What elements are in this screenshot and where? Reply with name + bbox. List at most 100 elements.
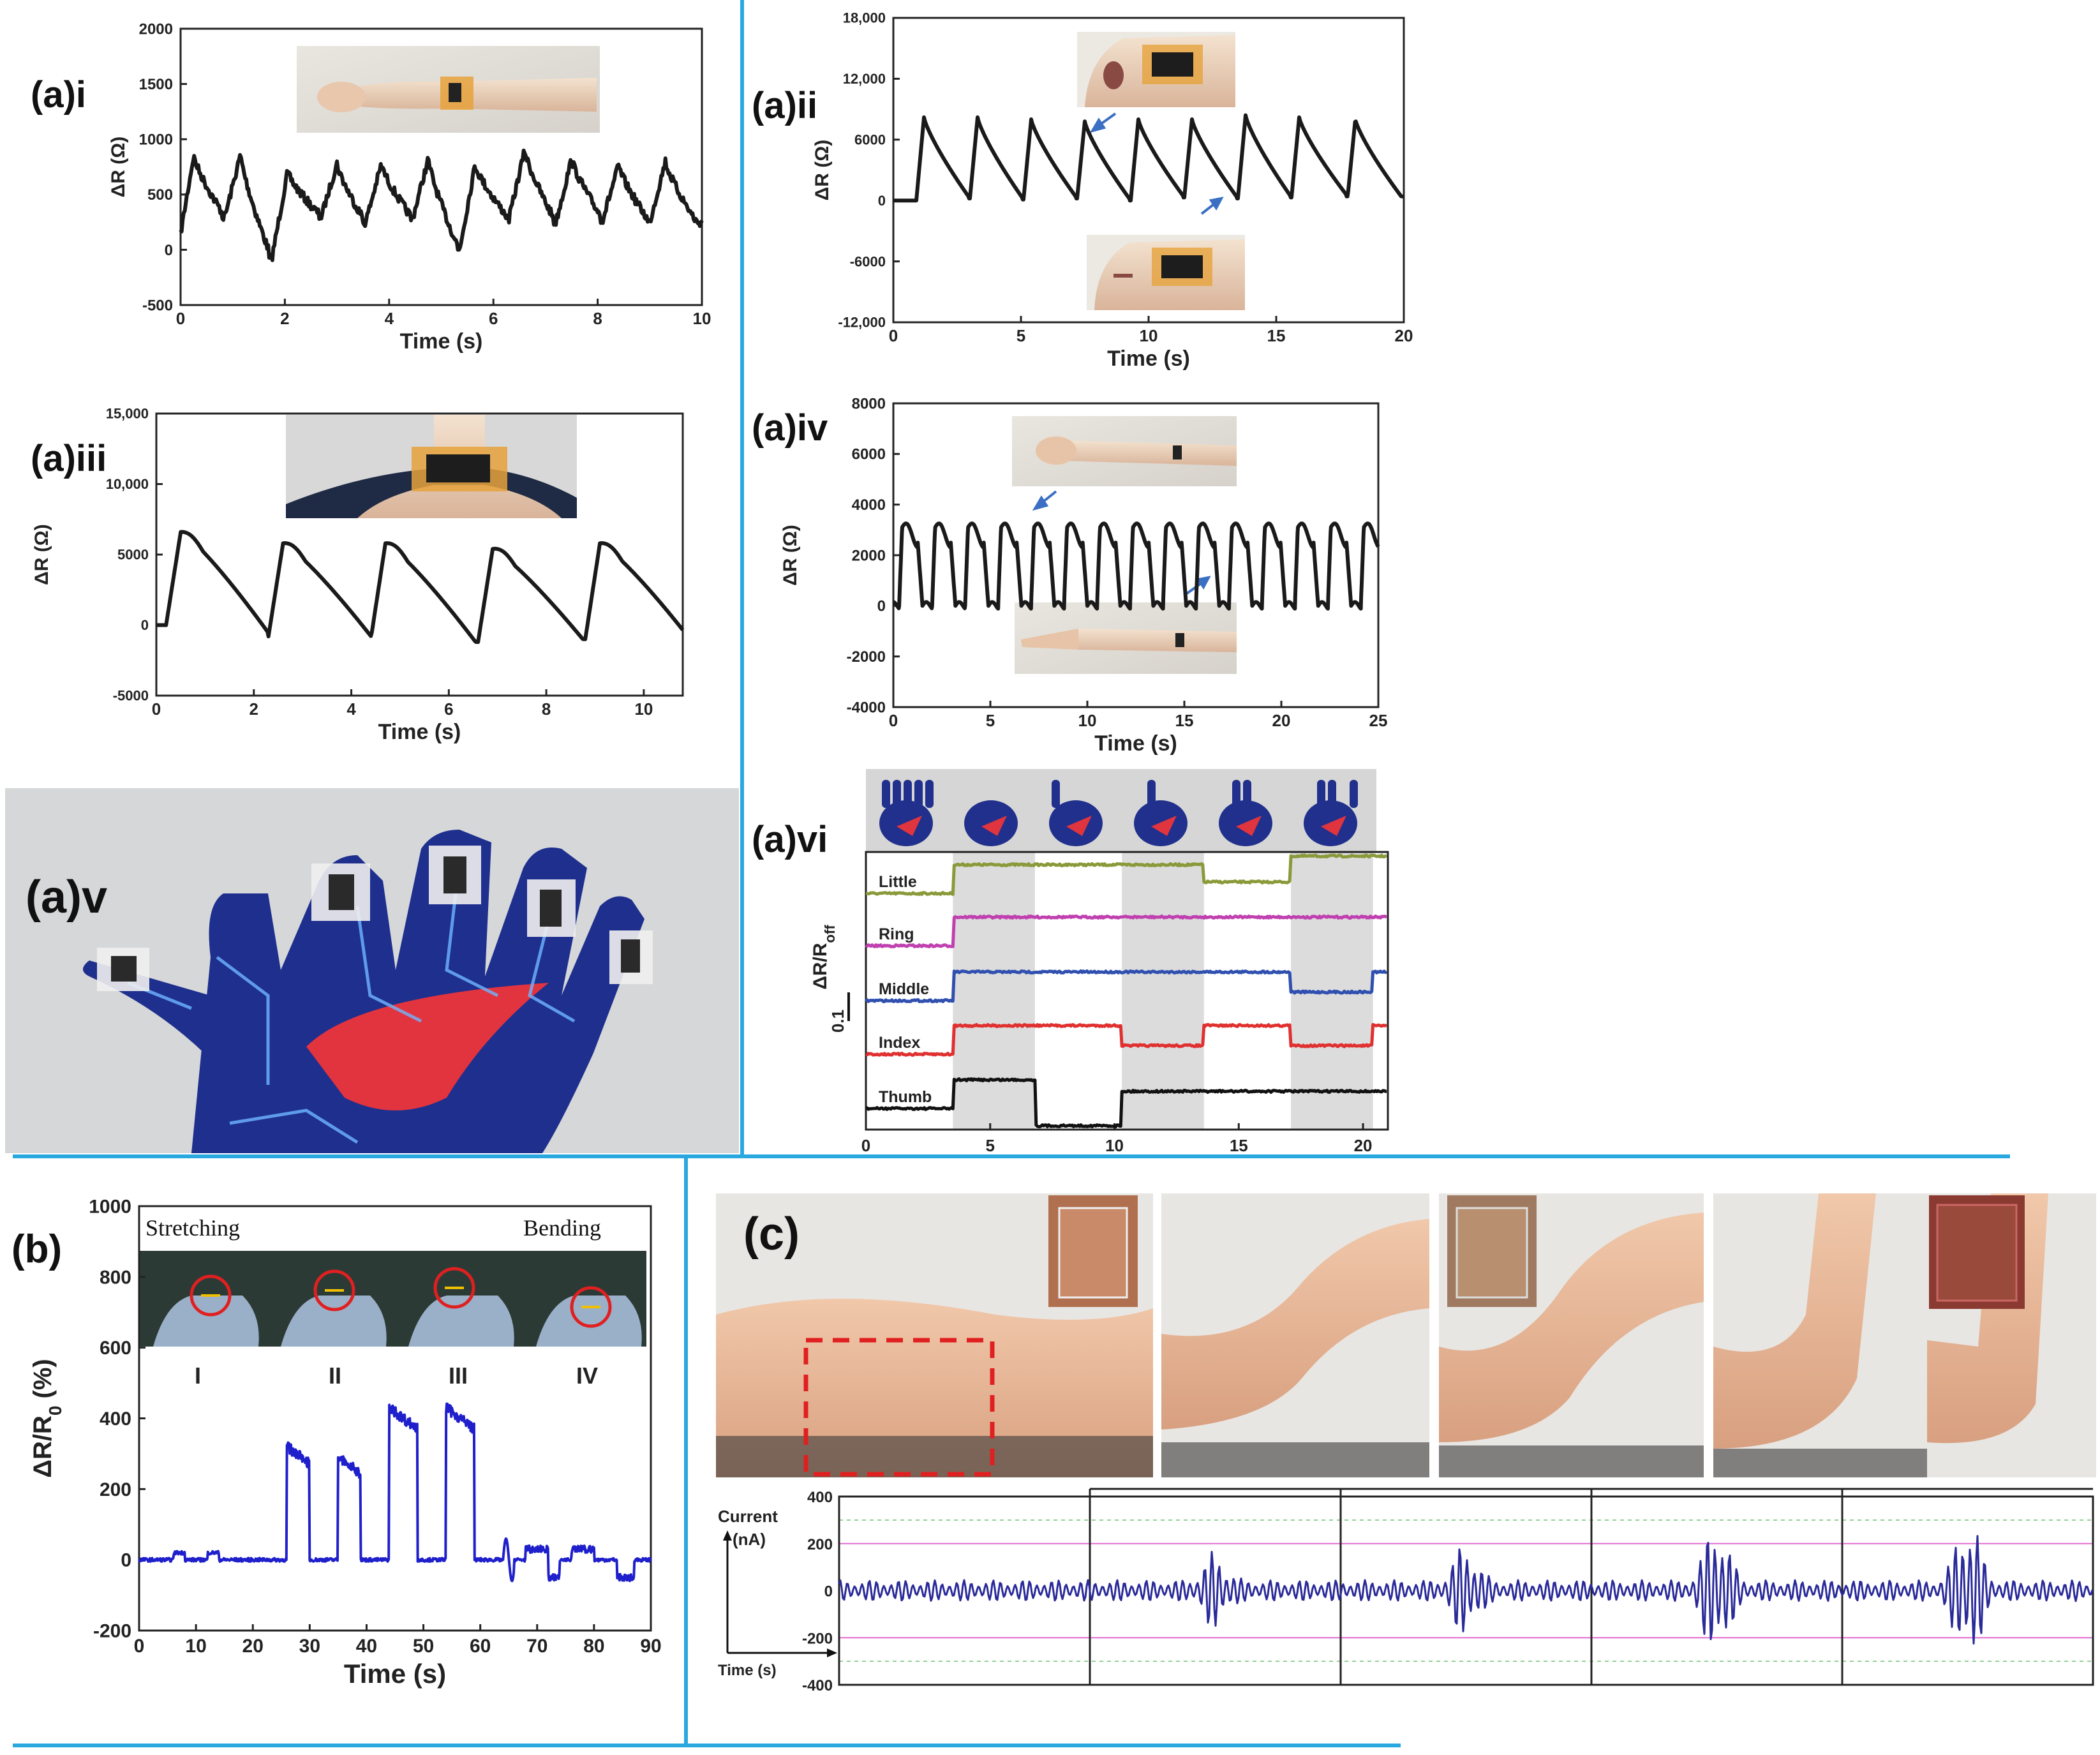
annotation-i: I — [195, 1363, 201, 1389]
series-label-little: Little — [879, 873, 917, 891]
x-tick-label: 20 — [1272, 711, 1291, 730]
x-tick-label: 20 — [242, 1636, 264, 1657]
series-line-little — [865, 853, 1387, 896]
panel-title: (c) — [743, 1209, 800, 1260]
photo-inset-fist — [1012, 416, 1237, 486]
y-axis-label-unit: (%) — [29, 1359, 57, 1405]
series-line-middle — [865, 969, 1388, 1003]
series-line — [138, 1402, 652, 1583]
x-tick-label: 15 — [1230, 1136, 1248, 1155]
panel-avi: (a)vi 0 5 10 15 20 Little Ring Middle Index Thumb… — [752, 769, 1389, 1155]
photo-inset-wrist — [297, 46, 600, 133]
series-label-ring: Ring — [879, 925, 914, 943]
photo-inset-neck — [286, 415, 577, 518]
series-line — [155, 530, 685, 644]
photo-inset-cheek-closed — [1087, 235, 1245, 310]
panel-title: (a)ii — [752, 85, 817, 126]
annotation-iii: III — [449, 1363, 468, 1389]
y-tick-label: 200 — [807, 1536, 833, 1553]
x-tick-label: 6 — [444, 699, 453, 719]
gesture-finger — [1328, 780, 1336, 808]
glove-photo — [5, 788, 739, 1153]
x-axis-label: Time (s) — [400, 329, 483, 354]
y-tick-label: 0 — [824, 1583, 833, 1601]
x-tick-label: 10 — [185, 1636, 206, 1657]
x-axis-label: Time (s) — [1107, 347, 1190, 371]
plot-frame — [865, 851, 1389, 1131]
x-tick-label: 0 — [152, 699, 161, 719]
y-axis-label: ΔR (Ω) — [780, 525, 801, 586]
y-tick-label: 6000 — [852, 446, 886, 463]
y-tick-label: 0 — [165, 242, 173, 259]
y-tick-label: 2000 — [139, 20, 173, 38]
x-tick-label: 2 — [249, 699, 258, 719]
y-tick-label: -12,000 — [838, 315, 886, 331]
panel-dividers — [13, 0, 2010, 1747]
axis-arrow-x-head — [827, 1648, 837, 1657]
y-tick-label: -400 — [802, 1677, 833, 1694]
series-label-thumb: Thumb — [879, 1088, 932, 1106]
y-tick-label: 0 — [878, 193, 886, 209]
gesture-hand-logo — [981, 816, 1007, 836]
panel-aiv: (a)iv 0 5 10 15 20 25 -4000 -2000 0 2000 4000 6000 8… — [752, 395, 1387, 756]
x-tick-label: 2 — [280, 309, 289, 328]
y-axis-label: ΔR/R0 (%) — [29, 1359, 65, 1478]
gesture-hand-logo — [1236, 816, 1262, 836]
panel-title: (a)i — [31, 74, 86, 116]
plot-frame — [179, 27, 703, 306]
y-tick-label: 0 — [877, 598, 886, 615]
plot-area: 0 5 10 15 20 25 -4000 -2000 0 2000 4000 6000 8000 Tim… — [780, 395, 1387, 756]
x-axis-label: Time (s) — [344, 1659, 446, 1689]
x-tick-label: 10 — [693, 309, 711, 328]
gesture-hand-logo — [1321, 816, 1346, 836]
x-tick-label: 4 — [385, 309, 394, 328]
y-tick-label: 18,000 — [843, 10, 886, 26]
gesture-hand-logo — [1151, 816, 1177, 836]
series-line — [891, 521, 1380, 611]
x-tick-label: 20 — [1395, 326, 1413, 345]
y-tick-label: 800 — [100, 1267, 131, 1288]
gesture-finger — [904, 780, 912, 808]
panel-title: (a)vi — [752, 819, 828, 860]
y-tick-label: 8000 — [852, 395, 886, 412]
panel-title: (a)iv — [752, 407, 828, 449]
y-tick-label: 200 — [100, 1479, 131, 1500]
elbow-bending-photo-sequence — [716, 1193, 2096, 1477]
y-tick-label: 2000 — [852, 547, 886, 564]
x-tick-label: 5 — [986, 711, 995, 730]
y-tick-label: 400 — [807, 1489, 833, 1506]
x-tick-label: 5 — [1016, 326, 1025, 345]
gesture-finger — [1232, 780, 1240, 808]
y-axis-label: Current (nA) — [718, 1507, 778, 1549]
y-tick-label: 6000 — [854, 132, 886, 148]
y-tick-label: -4000 — [847, 699, 886, 716]
series-label-middle: Middle — [879, 980, 929, 998]
plot-area: 400 200 0 -200 -400 Current (nA) Time (s) — [718, 1488, 2094, 1694]
y-tick-label: -6000 — [850, 253, 886, 269]
y-tick-label: -200 — [93, 1621, 131, 1642]
dashed-box — [803, 1338, 995, 1477]
y-tick-label: -5000 — [113, 688, 149, 704]
gesture-finger — [893, 780, 901, 808]
x-tick-label: 10 — [1078, 711, 1097, 730]
y-axis-label-subscript: off — [822, 925, 838, 943]
axis-arrow-y-head — [723, 1530, 732, 1541]
photo-inset-open-hand — [1015, 602, 1237, 674]
series-line-index — [865, 1023, 1388, 1057]
x-tick-label: 15 — [1267, 326, 1286, 345]
y-tick-label: 15,000 — [106, 406, 149, 422]
x-tick-label: 0 — [176, 309, 185, 328]
stretch-bend-photo-strip — [139, 1251, 646, 1347]
y-axis-label: ΔR/Roff — [810, 925, 838, 990]
x-tick-label: 8 — [593, 309, 602, 328]
y-tick-label: 600 — [100, 1338, 131, 1359]
series-label-index: Index — [879, 1034, 920, 1052]
x-tick-label: 6 — [489, 309, 498, 328]
y-tick-label: 12,000 — [843, 71, 886, 87]
y-tick-label: 400 — [100, 1408, 131, 1430]
y-tick-label: 0 — [141, 617, 149, 633]
panel-av: (a)v — [5, 788, 739, 1153]
annotation-ii: II — [329, 1363, 341, 1389]
